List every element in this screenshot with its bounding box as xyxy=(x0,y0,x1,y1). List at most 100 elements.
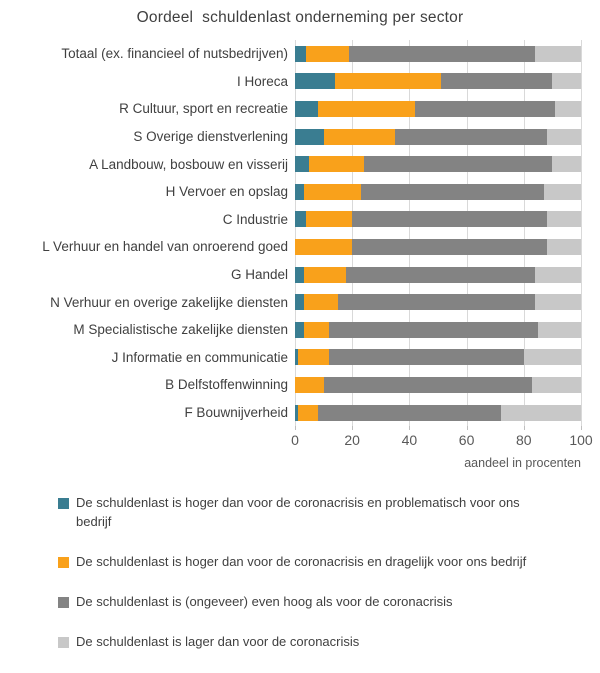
bar-segment-problematisch xyxy=(295,156,310,173)
bar-segment-problematisch xyxy=(295,100,318,117)
tick-mark xyxy=(466,426,468,431)
chart-row: L Verhuur en handel van onroerend goed xyxy=(0,233,600,261)
tick-label: 20 xyxy=(344,432,360,449)
bar-segment-lager xyxy=(500,404,581,421)
chart-row: R Cultuur, sport en recreatie xyxy=(0,95,600,123)
gridline xyxy=(295,40,296,427)
category-label: L Verhuur en handel van onroerend goed xyxy=(42,239,288,255)
bar-segment-dragelijk xyxy=(303,294,338,311)
bar-segment-problematisch xyxy=(295,266,304,283)
category-label: H Vervoer en opslag xyxy=(165,184,288,200)
tick-label: 40 xyxy=(401,432,418,449)
tick-mark xyxy=(352,426,354,431)
x-axis: 0 20 40 60 80 100 xyxy=(291,426,593,450)
category-label: J Informatie en communicatie xyxy=(111,349,288,365)
legend-label: De schuldenlast is lager dan voor de cor… xyxy=(76,633,360,649)
bar-segment-dragelijk xyxy=(297,349,330,366)
bar-segment-even_hoog xyxy=(329,349,524,366)
bar-segment-lager xyxy=(535,294,581,311)
tick-label: 80 xyxy=(516,432,532,449)
chart-row: C Industrie xyxy=(0,206,600,234)
bar-track xyxy=(295,294,581,311)
category-label: S Overige dienstverlening xyxy=(133,129,288,145)
bar-segment-dragelijk xyxy=(303,266,347,283)
bar-track xyxy=(295,266,581,283)
plot-area: Totaal (ex. financieel of nutsbedrijven)… xyxy=(0,40,600,427)
bar-segment-lager xyxy=(538,321,581,338)
category-label: R Cultuur, sport en recreatie xyxy=(119,101,288,117)
bar-segment-even_hoog xyxy=(352,211,547,228)
bar-track xyxy=(295,100,581,117)
bar-track xyxy=(295,321,581,338)
bar-segment-even_hoog xyxy=(363,156,553,173)
chart-title: Oordeel schuldenlast onderneming per sec… xyxy=(136,9,464,26)
gridline xyxy=(352,40,354,427)
bar-segment-lager xyxy=(546,211,581,228)
legend-label: De schuldenlast is hoger dan voor de cor… xyxy=(76,554,527,569)
legend-label: De schuldenlast is (ongeveer) even hoog … xyxy=(76,593,453,609)
category-label: C Industrie xyxy=(222,211,288,227)
bar-segment-even_hoog xyxy=(329,321,539,338)
bar-segment-dragelijk xyxy=(303,321,330,338)
tick-label: 0 xyxy=(291,432,299,449)
bar-segment-dragelijk xyxy=(306,211,353,228)
bar-segment-even_hoog xyxy=(337,294,536,311)
legend: De schuldenlast is hoger dan voor de cor… xyxy=(58,494,600,651)
chart-row: J Informatie en communicatie xyxy=(0,344,600,372)
bar-segment-dragelijk xyxy=(309,156,364,173)
bar-track xyxy=(295,45,581,62)
stacked-bar-chart: Oordeel schuldenlast onderneming per sec… xyxy=(0,9,600,673)
bar-segment-problematisch xyxy=(295,183,304,200)
legend-swatch-lager xyxy=(58,636,69,648)
tick-mark xyxy=(295,426,296,431)
bar-track xyxy=(295,156,581,173)
chart-row: G Handel xyxy=(0,261,600,289)
bar-segment-lager xyxy=(535,45,581,62)
chart-row: N Verhuur en overige zakelijke diensten xyxy=(0,288,600,316)
category-label: N Verhuur en overige zakelijke diensten xyxy=(50,294,288,310)
legend-item: De schuldenlast is lager dan voor de cor… xyxy=(58,633,600,652)
bar-segment-problematisch xyxy=(295,294,304,311)
bar-track xyxy=(295,183,581,200)
bar-segment-lager xyxy=(546,128,581,145)
category-label: I Horeca xyxy=(236,73,288,89)
bar-segment-dragelijk xyxy=(323,128,396,145)
bar-track xyxy=(295,376,581,393)
category-label: M Specialistische zakelijke diensten xyxy=(73,322,288,338)
tick-mark xyxy=(581,426,582,431)
bar-segment-even_hoog xyxy=(415,100,556,117)
bar-segment-dragelijk xyxy=(303,183,361,200)
gridline xyxy=(466,40,468,427)
bar-segment-dragelijk xyxy=(306,45,350,62)
bar-segment-problematisch xyxy=(295,404,298,421)
bar-segment-even_hoog xyxy=(349,45,536,62)
category-label: A Landbouw, bosbouw en visserij xyxy=(89,156,288,172)
bar-rows: Totaal (ex. financieel of nutsbedrijven)… xyxy=(0,40,600,426)
tick-mark xyxy=(523,426,525,431)
chart-row: Totaal (ex. financieel of nutsbedrijven) xyxy=(0,40,600,68)
bar-segment-lager xyxy=(552,73,581,90)
tick-label: 100 xyxy=(569,432,593,449)
bar-track xyxy=(295,73,581,90)
bar-segment-even_hoog xyxy=(323,376,533,393)
bar-segment-even_hoog xyxy=(317,404,501,421)
legend-item: De schuldenlast is hoger dan voor de cor… xyxy=(58,494,600,532)
legend-label: De schuldenlast is hoger dan voor de cor… xyxy=(76,495,520,530)
category-label: F Bouwnijverheid xyxy=(184,405,288,421)
category-label: Totaal (ex. financieel of nutsbedrijven) xyxy=(61,46,288,62)
bar-segment-dragelijk xyxy=(335,73,441,90)
bar-segment-problematisch xyxy=(295,321,304,338)
bar-track xyxy=(295,238,581,255)
tick-label: 60 xyxy=(458,432,475,449)
bar-segment-dragelijk xyxy=(295,238,353,255)
chart-row: S Overige dienstverlening xyxy=(0,123,600,151)
legend-item: De schuldenlast is hoger dan voor de cor… xyxy=(58,553,600,572)
legend-swatch-even_hoog xyxy=(58,596,69,608)
bar-segment-even_hoog xyxy=(352,238,547,255)
bar-track xyxy=(295,128,581,145)
bar-segment-lager xyxy=(532,376,581,393)
bar-track xyxy=(295,349,581,366)
bar-segment-lager xyxy=(552,156,581,173)
bar-segment-lager xyxy=(546,238,581,255)
chart-row: I Horeca xyxy=(0,68,600,96)
